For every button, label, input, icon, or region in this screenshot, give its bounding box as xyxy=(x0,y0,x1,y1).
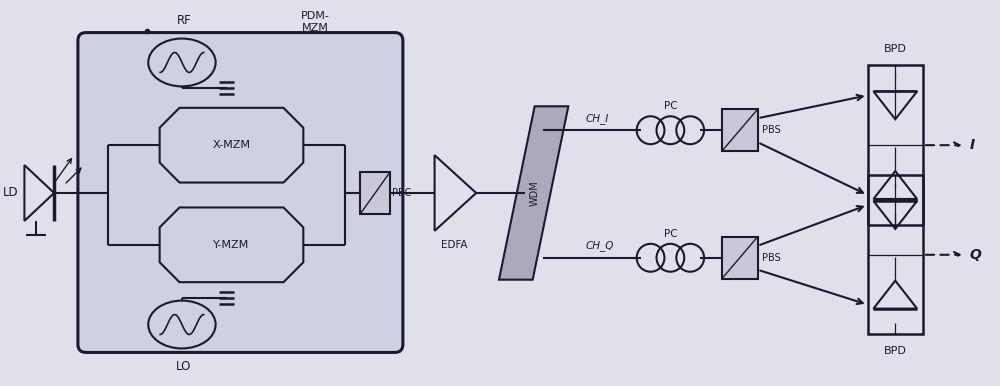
Text: WDM: WDM xyxy=(530,180,540,206)
Text: Y-MZM: Y-MZM xyxy=(213,240,250,250)
Text: PC: PC xyxy=(664,101,677,111)
Text: Q: Q xyxy=(970,248,981,262)
Text: PBS: PBS xyxy=(762,253,780,263)
Text: CH_I: CH_I xyxy=(585,113,608,124)
Polygon shape xyxy=(160,207,303,282)
Text: PDM-
MZM: PDM- MZM xyxy=(301,11,330,32)
Text: BPD: BPD xyxy=(884,347,907,356)
Bar xyxy=(360,172,390,214)
Text: X-MZM: X-MZM xyxy=(212,140,250,150)
Bar xyxy=(722,237,758,279)
Bar xyxy=(868,66,923,225)
Text: PBS: PBS xyxy=(762,125,780,135)
Text: BPD: BPD xyxy=(884,44,907,54)
Text: CH_Q: CH_Q xyxy=(585,240,614,251)
Polygon shape xyxy=(160,108,303,183)
FancyBboxPatch shape xyxy=(78,32,403,352)
Text: RF: RF xyxy=(177,14,191,27)
Text: PBC: PBC xyxy=(392,188,411,198)
Bar xyxy=(722,109,758,151)
Polygon shape xyxy=(499,106,568,280)
Text: LD: LD xyxy=(3,186,18,200)
Bar xyxy=(868,175,923,335)
Text: I: I xyxy=(970,138,975,152)
Text: PC: PC xyxy=(664,229,677,239)
Text: LO: LO xyxy=(176,361,192,373)
Text: EDFA: EDFA xyxy=(441,240,468,250)
